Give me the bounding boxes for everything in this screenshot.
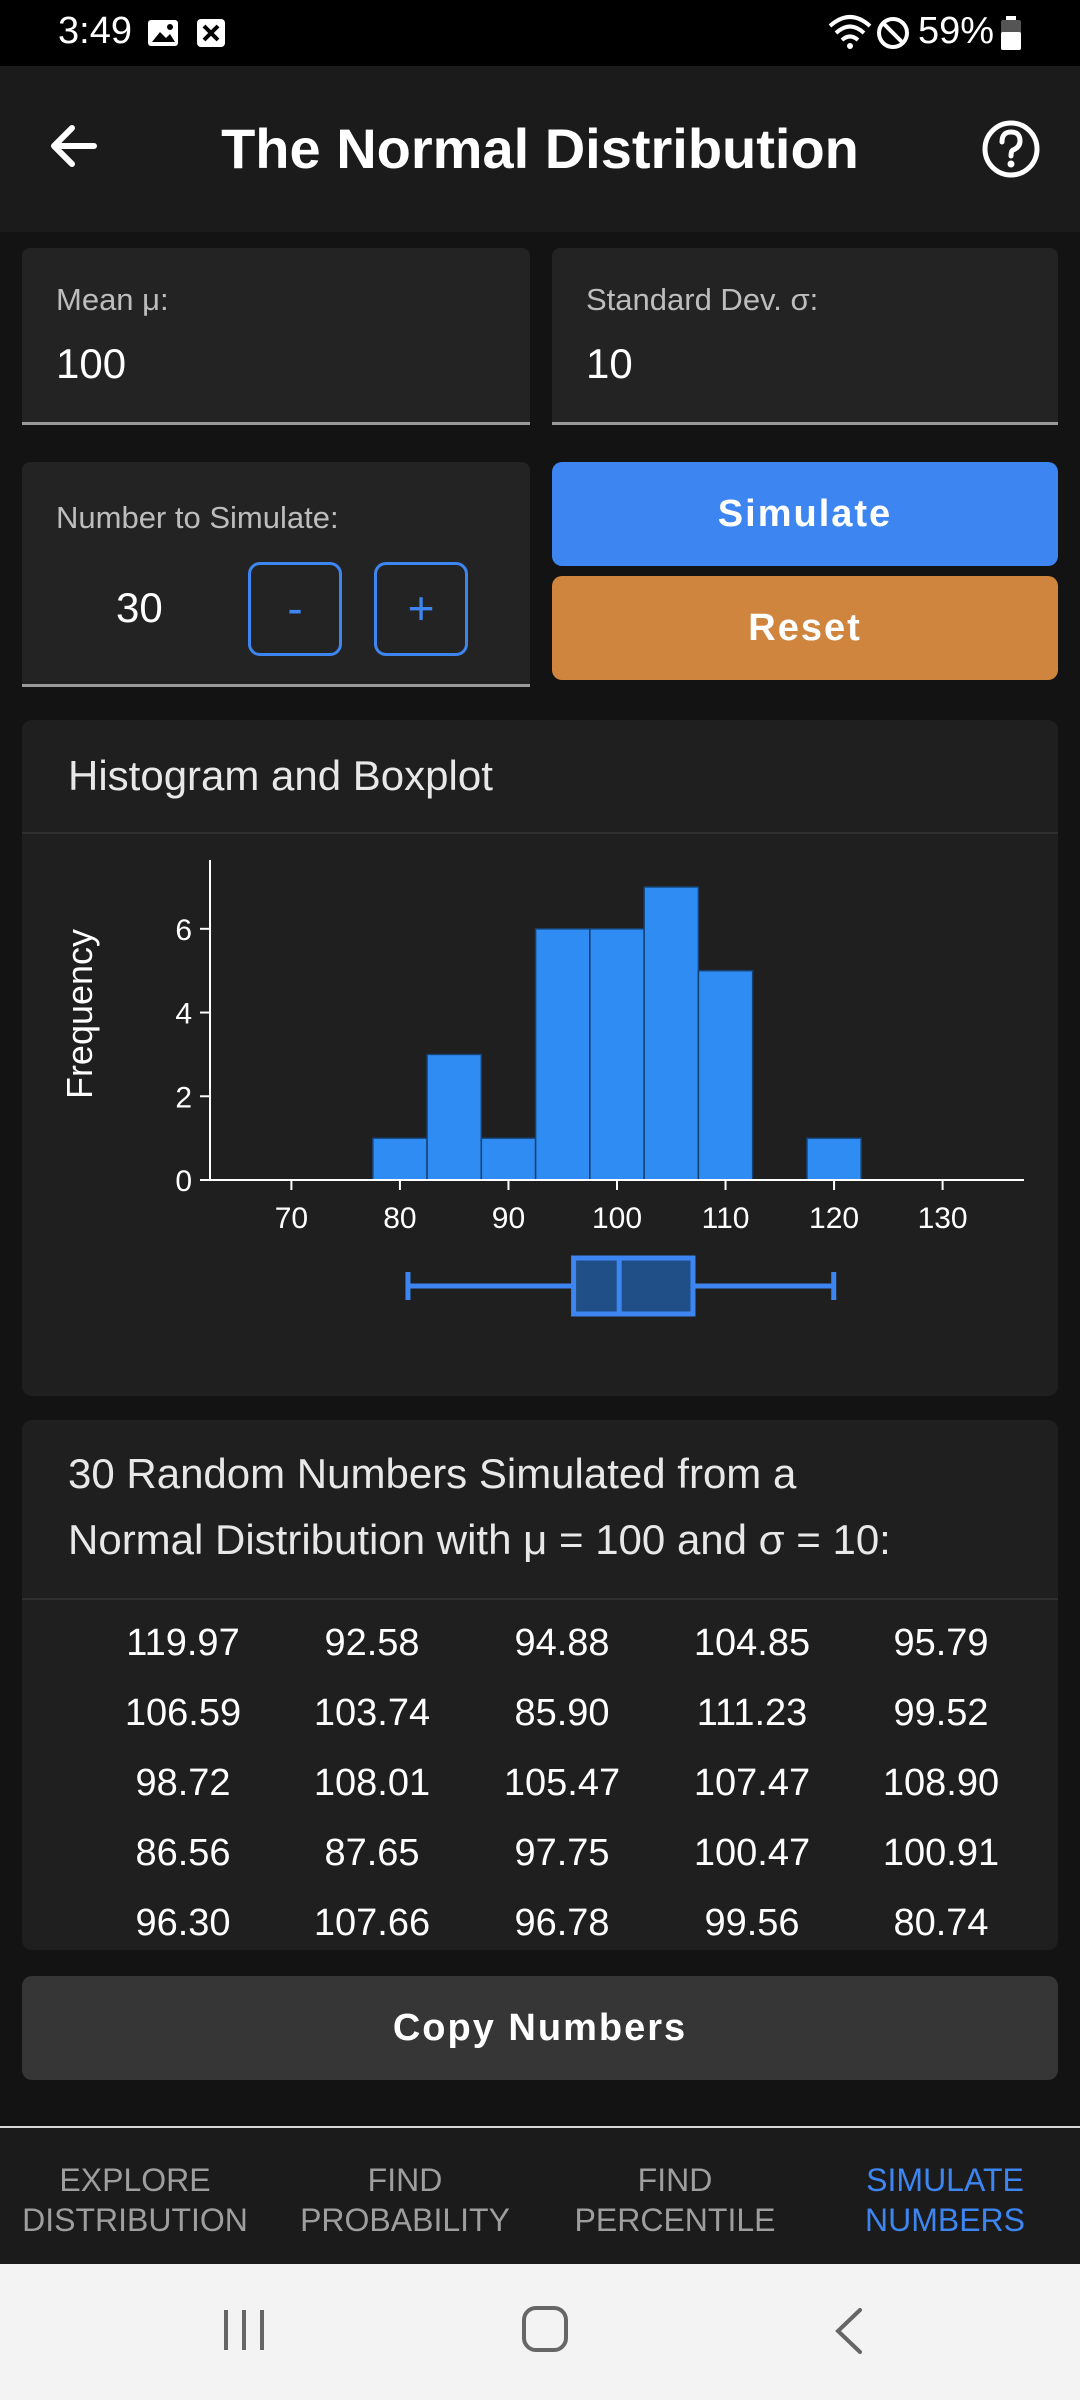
y-tick-label: 0 [175, 1165, 192, 1198]
tab-simulate-numbers[interactable]: SIMULATE NUMBERS [864, 2162, 1025, 2238]
histogram-bar [589, 928, 645, 1181]
close-notification-icon [197, 19, 225, 47]
tab-explore-distribution[interactable]: EXPLORE DISTRIBUTION [22, 2162, 248, 2238]
tab-find-probability[interactable]: FIND PROBABILITY [300, 2162, 510, 2238]
reset-button[interactable]: Reset [552, 576, 1058, 680]
sd-input[interactable]: 10 [586, 340, 633, 387]
histogram-bar [806, 1137, 862, 1181]
histogram-bar [534, 928, 591, 1181]
mean-label: Mean μ: [56, 282, 169, 317]
battery-percent: 59% [917, 10, 994, 52]
mean-field[interactable]: Mean μ: 100 [22, 248, 530, 425]
random-number-cell: 107.66 [313, 1902, 431, 1944]
x-tick-label: 110 [702, 1202, 750, 1235]
random-number-cell: 111.23 [696, 1692, 808, 1734]
random-number-cell: 94.88 [514, 1622, 610, 1664]
random-number-cell: 104.85 [693, 1622, 811, 1664]
random-number-cell: 106.59 [124, 1692, 242, 1734]
decrement-button[interactable]: - [248, 562, 342, 656]
histogram-card: Histogram and Boxplot Frequency 70 80 90 10… [22, 720, 1058, 1396]
number-to-simulate-label: Number to Simulate: [56, 500, 339, 535]
numbers-title-line1: 30 Random Numbers Simulated from a [68, 1450, 797, 1497]
random-number-cell: 97.75 [514, 1832, 610, 1874]
do-not-disturb-icon [877, 17, 909, 49]
histogram-bar [643, 886, 700, 1181]
random-number-cell: 85.90 [514, 1692, 610, 1734]
random-number-cell: 96.30 [135, 1902, 231, 1944]
random-number-cell: 108.01 [313, 1762, 431, 1804]
copy-numbers-button[interactable]: Copy Numbers [22, 1976, 1058, 2080]
random-number-cell: 119.97 [126, 1622, 240, 1664]
y-tick-label: 4 [175, 998, 192, 1031]
back-arrow-icon[interactable] [46, 118, 102, 174]
mean-input[interactable]: 100 [56, 340, 127, 387]
x-tick-label: 70 [275, 1202, 308, 1235]
random-number-cell: 99.52 [893, 1692, 989, 1734]
y-tick-label: 6 [175, 914, 192, 947]
random-number-cell: 95.79 [893, 1622, 989, 1664]
numbers-grid: 119.97 92.58 94.88 104.85 95.79 106.59 103.74 8… [22, 1610, 1058, 1950]
bottom-navigation: EXPLORE DISTRIBUTION FIND PROBABILITY FI… [0, 2126, 1080, 2264]
histogram-card-title: Histogram and Boxplot [68, 752, 493, 799]
x-tick-label: 100 [592, 1202, 642, 1235]
status-bar: 3:49 59% [0, 0, 1080, 66]
number-to-simulate-value[interactable]: 30 [116, 584, 163, 631]
random-number-cell: 92.58 [324, 1622, 420, 1664]
random-number-cell: 108.90 [882, 1762, 1000, 1804]
random-number-cell: 107.47 [693, 1762, 811, 1804]
x-tick-label: 120 [809, 1202, 859, 1235]
y-axis-label: Frequency [59, 929, 100, 1099]
app-bar: The Normal Distribution [0, 66, 1080, 232]
y-tick-label: 2 [175, 1081, 192, 1114]
histogram-bar [426, 1053, 483, 1181]
x-tick-label: 130 [918, 1202, 968, 1235]
sd-label: Standard Dev. σ: [586, 282, 819, 317]
back-nav-icon[interactable] [830, 2306, 870, 2356]
battery-icon [1001, 16, 1021, 50]
simulate-button[interactable]: Simulate [552, 462, 1058, 566]
numbers-title-line2: Normal Distribution with μ = 100 and σ =… [68, 1516, 891, 1563]
recent-apps-icon[interactable] [220, 2308, 270, 2354]
boxplot-box [571, 1255, 696, 1317]
random-number-cell: 103.74 [313, 1692, 431, 1734]
random-number-cell: 105.47 [503, 1762, 621, 1804]
random-number-cell: 86.56 [135, 1832, 231, 1874]
random-number-cell: 100.47 [693, 1832, 811, 1874]
random-number-cell: 100.91 [882, 1832, 1000, 1874]
page-title: The Normal Distribution [221, 117, 859, 180]
x-tick-label: 80 [383, 1202, 416, 1235]
number-to-simulate-field: Number to Simulate: 30 - + [22, 462, 530, 687]
status-time: 3:49 [58, 10, 132, 52]
random-number-cell: 99.56 [704, 1902, 800, 1944]
histogram-bar [697, 969, 754, 1181]
random-number-cell: 87.65 [324, 1832, 420, 1874]
help-icon[interactable] [980, 118, 1042, 180]
gallery-notification-icon [148, 20, 178, 46]
wifi-icon [828, 15, 872, 49]
random-number-cell: 98.72 [135, 1762, 231, 1804]
home-icon[interactable] [520, 2304, 572, 2356]
tab-find-percentile[interactable]: FIND PERCENTILE [574, 2162, 776, 2238]
sd-field[interactable]: Standard Dev. σ: 10 [552, 248, 1058, 425]
numbers-card: 30 Random Numbers Simulated from a Norma… [22, 1420, 1058, 1950]
random-number-cell: 80.74 [893, 1902, 989, 1944]
histogram-bar [372, 1137, 428, 1181]
x-tick-label: 90 [492, 1202, 525, 1235]
card-divider [22, 832, 1058, 834]
random-number-cell: 96.78 [514, 1902, 610, 1944]
card-divider [22, 1598, 1058, 1600]
system-navigation-bar [0, 2264, 1080, 2400]
histogram-bar [480, 1137, 537, 1181]
histogram-chart: Frequency 70 80 90 100 110 120 130 0 2 4 6 [59, 860, 1024, 1317]
increment-button[interactable]: + [374, 562, 468, 656]
